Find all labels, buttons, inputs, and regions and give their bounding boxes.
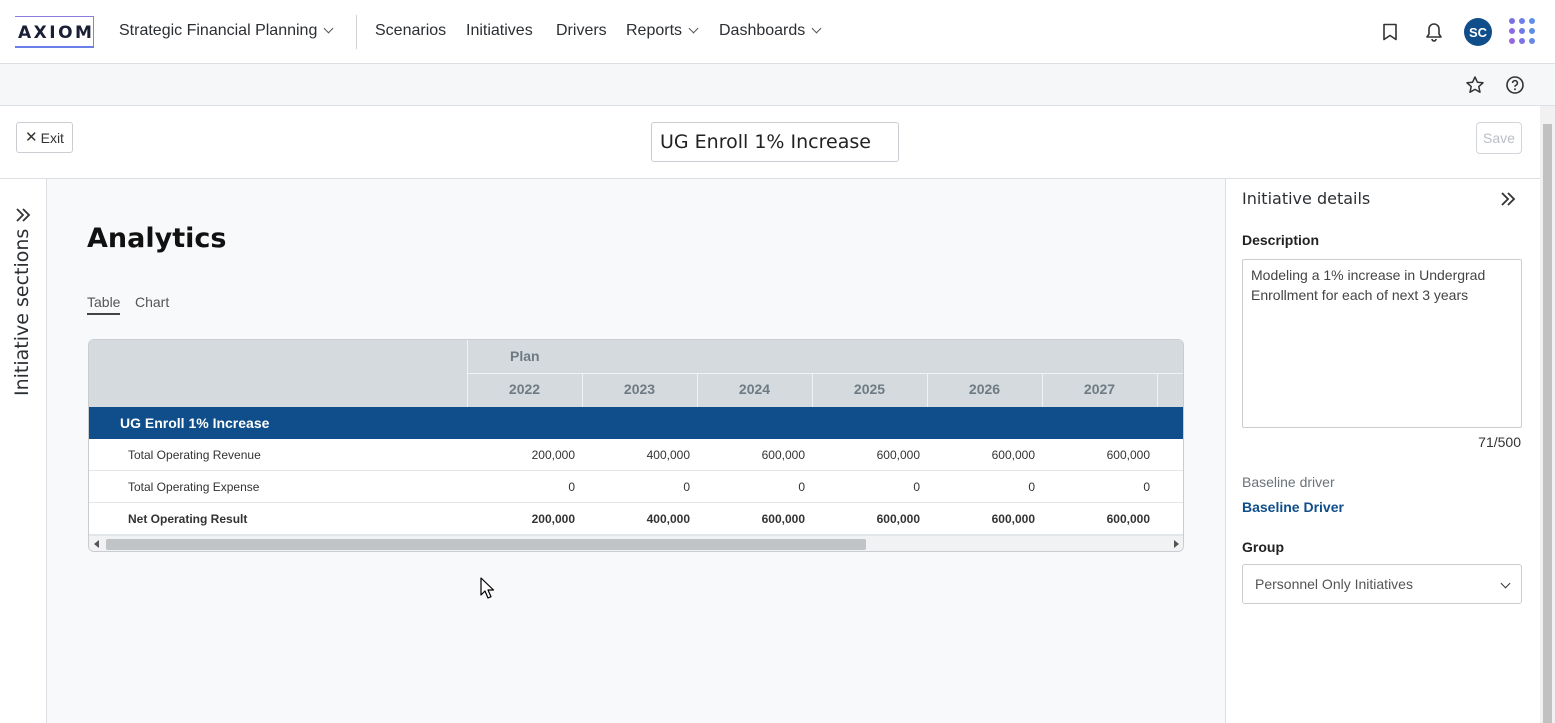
- table-cell: 0: [683, 480, 690, 494]
- initiative-header: ✕ Exit UG Enroll 1% Increase Save: [0, 106, 1540, 179]
- star-icon[interactable]: [1463, 73, 1487, 97]
- table-cell: 0: [568, 480, 575, 494]
- close-icon: ✕: [25, 129, 38, 146]
- table-cell: 600,000: [991, 512, 1035, 526]
- nav-drivers[interactable]: Drivers: [556, 22, 607, 39]
- year-header: 2022: [508, 381, 541, 397]
- secondary-toolbar: [0, 64, 1555, 106]
- description-textarea[interactable]: Modeling a 1% increase in Undergrad Enro…: [1242, 259, 1522, 428]
- row-label: Total Operating Revenue: [128, 448, 261, 462]
- avatar[interactable]: SC: [1464, 18, 1492, 46]
- row-label: Net Operating Result: [128, 512, 248, 526]
- chevron-down-icon: [1500, 578, 1511, 589]
- character-counter: 71/500: [1478, 434, 1521, 450]
- table-cell: 600,000: [1106, 448, 1150, 462]
- table-cell: 0: [1143, 480, 1150, 494]
- row-label: Total Operating Expense: [128, 480, 260, 494]
- initiative-sections-label[interactable]: Initiative sections: [11, 228, 33, 396]
- table-cell: 0: [1028, 480, 1035, 494]
- bookmark-icon[interactable]: [1378, 20, 1402, 44]
- year-header: 2026: [968, 381, 1001, 397]
- help-icon[interactable]: [1503, 73, 1527, 97]
- table-row: Total Operating Revenue 200,000 400,000 …: [89, 439, 1183, 471]
- panel-title: Initiative details: [1242, 189, 1371, 208]
- table-cell: 600,000: [761, 512, 805, 526]
- analytics-table: Plan 2022 2023 2024 2025 2026 2027 UG En…: [88, 339, 1184, 552]
- scroll-thumb[interactable]: [1543, 124, 1552, 723]
- group-label: Group: [1242, 539, 1284, 555]
- page-title: Analytics: [87, 223, 227, 254]
- scroll-left-arrow-icon[interactable]: [94, 540, 99, 548]
- mouse-cursor-icon: [480, 577, 495, 604]
- table-cell: 0: [798, 480, 805, 494]
- description-label: Description: [1242, 232, 1320, 248]
- initiative-title-input[interactable]: UG Enroll 1% Increase: [651, 122, 899, 162]
- table-horizontal-scrollbar[interactable]: [89, 535, 1183, 551]
- app-launcher-icon[interactable]: [1509, 18, 1535, 44]
- column-group-header: Plan: [510, 348, 540, 364]
- save-button[interactable]: Save: [1476, 122, 1522, 154]
- table-row: Net Operating Result 200,000 400,000 600…: [89, 503, 1183, 535]
- baseline-driver-label: Baseline driver: [1242, 474, 1335, 490]
- table-row: Total Operating Expense 0 0 0 0 0 0: [89, 471, 1183, 503]
- table-cell: 600,000: [876, 448, 920, 462]
- year-header: 2024: [738, 381, 771, 397]
- collapse-panel-icon[interactable]: [1496, 187, 1520, 211]
- top-nav: AXIOM Strategic Financial Planning Scena…: [0, 0, 1555, 64]
- table-cell: 600,000: [1106, 512, 1150, 526]
- nav-scenarios[interactable]: Scenarios: [375, 22, 447, 39]
- nav-dashboards[interactable]: Dashboards: [719, 22, 822, 40]
- baseline-driver-link[interactable]: Baseline Driver: [1242, 499, 1344, 515]
- group-select[interactable]: Personnel Only Initiatives: [1242, 564, 1522, 604]
- scroll-thumb[interactable]: [106, 539, 866, 550]
- year-header: 2023: [623, 381, 656, 397]
- table-cell: 600,000: [991, 448, 1035, 462]
- year-header: 2027: [1083, 381, 1116, 397]
- nav-divider: [356, 15, 357, 49]
- table-cell: 400,000: [646, 512, 690, 526]
- table-cell: 600,000: [761, 448, 805, 462]
- app-menu[interactable]: Strategic Financial Planning: [119, 22, 334, 40]
- nav-reports[interactable]: Reports: [626, 22, 699, 40]
- axiom-logo[interactable]: AXIOM: [15, 16, 94, 48]
- table-group-row: UG Enroll 1% Increase: [89, 407, 1183, 439]
- year-header: 2025: [853, 381, 886, 397]
- table-cell: 600,000: [876, 512, 920, 526]
- page-vertical-scrollbar[interactable]: [1540, 106, 1555, 723]
- exit-button[interactable]: ✕ Exit: [16, 122, 73, 153]
- nav-initiatives[interactable]: Initiatives: [466, 22, 533, 39]
- initiative-details-panel: Initiative details Description Modeling …: [1225, 179, 1540, 723]
- analytics-section: Analytics Table Chart Plan 2022 2023 202…: [47, 179, 1225, 723]
- table-cell: 0: [913, 480, 920, 494]
- tab-table[interactable]: Table: [87, 294, 121, 315]
- table-cell: 200,000: [531, 448, 575, 462]
- chevron-down-icon: [811, 23, 822, 34]
- tab-chart[interactable]: Chart: [135, 294, 170, 310]
- chevron-down-icon: [688, 23, 699, 34]
- chevron-down-icon: [323, 23, 334, 34]
- scroll-right-arrow-icon[interactable]: [1174, 540, 1179, 548]
- table-header: Plan 2022 2023 2024 2025 2026 2027: [89, 340, 1183, 407]
- table-cell: 400,000: [646, 448, 690, 462]
- expand-sections-icon[interactable]: [11, 203, 35, 227]
- table-cell: 200,000: [531, 512, 575, 526]
- bell-icon[interactable]: [1422, 20, 1446, 44]
- initiative-sections-rail: Initiative sections: [0, 179, 47, 723]
